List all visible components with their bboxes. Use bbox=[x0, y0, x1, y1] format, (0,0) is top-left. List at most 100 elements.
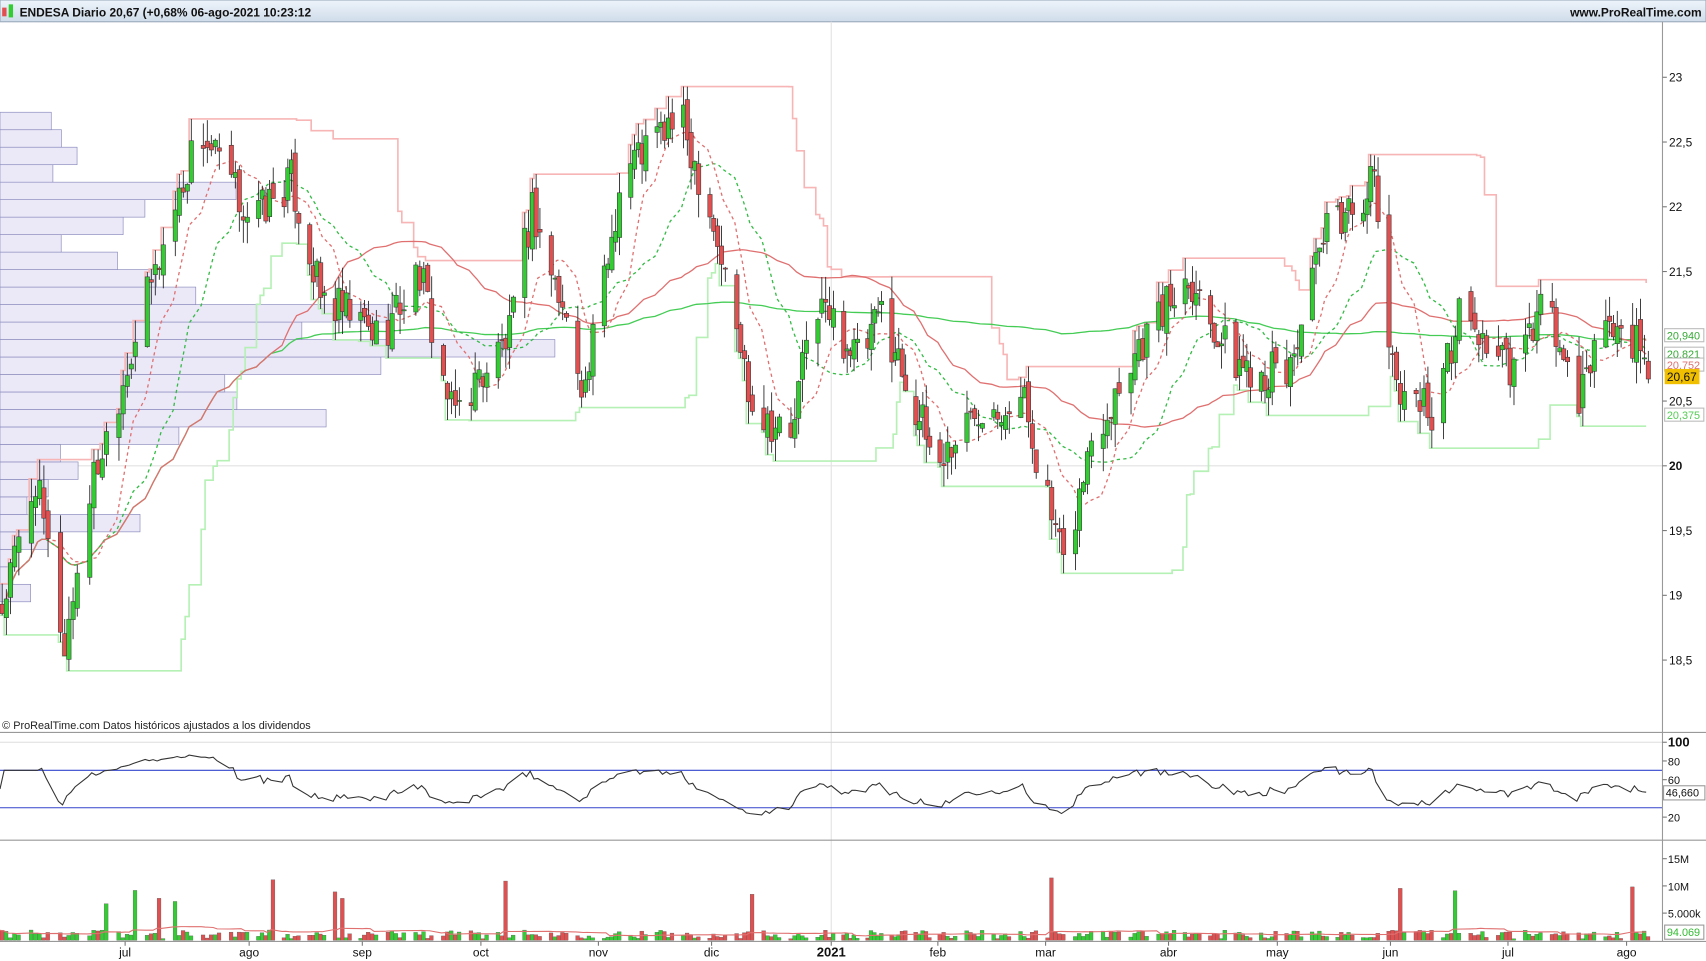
candle-body bbox=[1309, 267, 1315, 321]
volume-bar bbox=[1168, 934, 1173, 941]
candle-body bbox=[1208, 295, 1214, 325]
candle-down bbox=[1061, 514, 1067, 574]
volume-bar bbox=[1259, 932, 1264, 941]
candle-down bbox=[58, 515, 64, 643]
volume-bar bbox=[476, 932, 481, 941]
volume-bar bbox=[484, 934, 489, 941]
volume-average-line bbox=[0, 926, 1647, 937]
volume-profile-bar bbox=[0, 374, 226, 393]
volume-bar bbox=[823, 930, 828, 941]
volume-bar bbox=[1449, 933, 1454, 941]
candle-body bbox=[172, 209, 178, 242]
volume-bar bbox=[148, 933, 154, 941]
candle-body bbox=[1073, 529, 1078, 555]
candle-up bbox=[601, 254, 607, 338]
volume-bar bbox=[1386, 931, 1391, 941]
candle-body bbox=[995, 411, 1001, 420]
candle-body bbox=[1233, 321, 1239, 379]
rsi-panel[interactable] bbox=[0, 741, 1663, 816]
volume-bar bbox=[1132, 933, 1137, 941]
candle-up bbox=[1077, 478, 1082, 548]
rsi-tick-label: 60 bbox=[1668, 775, 1680, 787]
candle-body bbox=[128, 363, 134, 370]
volume-bar bbox=[841, 934, 846, 941]
volume-bar bbox=[180, 930, 186, 941]
candle-up bbox=[643, 119, 649, 182]
y-tick-label: 20,5 bbox=[1669, 394, 1693, 408]
candle-down bbox=[927, 427, 933, 455]
volume-bar bbox=[1186, 936, 1191, 941]
volume-tick-label: 15M bbox=[1668, 854, 1689, 866]
candle-body bbox=[548, 235, 554, 276]
volume-bar bbox=[1215, 933, 1220, 941]
candle-down bbox=[1484, 329, 1490, 359]
volume-profile-bar bbox=[0, 199, 146, 218]
volume-bar bbox=[903, 930, 908, 941]
candle-body bbox=[1614, 326, 1620, 345]
candle-down bbox=[749, 385, 755, 416]
volume-bar bbox=[1288, 934, 1293, 941]
candle-down bbox=[537, 207, 543, 248]
volume-profile-bar bbox=[0, 583, 31, 603]
candle-body bbox=[851, 339, 857, 360]
volume-bar bbox=[827, 936, 832, 941]
volume-profile-bar bbox=[0, 286, 197, 305]
volume-bar bbox=[1645, 936, 1651, 941]
candle-down bbox=[216, 133, 222, 170]
candle-body bbox=[1269, 351, 1275, 393]
volume-bar bbox=[1197, 932, 1202, 941]
x-tick-label: 2021 bbox=[817, 945, 846, 960]
candle-body bbox=[773, 427, 778, 440]
candle-down bbox=[1029, 410, 1035, 464]
y-tick-label: 19 bbox=[1669, 589, 1683, 603]
price-panel[interactable] bbox=[0, 21, 1663, 942]
candle-down bbox=[899, 343, 905, 378]
candle-body bbox=[1266, 389, 1272, 399]
candle-down bbox=[1273, 341, 1279, 369]
candle-body bbox=[1104, 419, 1110, 437]
candles-logo-icon bbox=[2, 4, 14, 18]
candle-down bbox=[923, 385, 929, 463]
candle-body bbox=[103, 431, 109, 455]
candle-body bbox=[1368, 166, 1374, 203]
candle-body bbox=[176, 187, 182, 216]
volume-bar bbox=[160, 938, 166, 941]
volume-profile-bar bbox=[0, 164, 54, 183]
candle-body bbox=[429, 298, 435, 343]
candle-up bbox=[1614, 310, 1620, 357]
candle-up bbox=[321, 285, 327, 314]
volume-bar bbox=[321, 935, 327, 941]
candle-down bbox=[1375, 157, 1381, 229]
volume-bar bbox=[441, 935, 446, 941]
volume-bar bbox=[212, 934, 218, 941]
volume-bar bbox=[617, 931, 622, 941]
candle-body bbox=[1495, 345, 1501, 357]
volume-bar bbox=[1057, 933, 1062, 941]
candle-body bbox=[560, 301, 566, 308]
volume-bar bbox=[156, 898, 162, 941]
candle-up bbox=[70, 587, 76, 640]
volume-bar bbox=[188, 935, 194, 941]
candle-body bbox=[1324, 213, 1330, 242]
candle-body bbox=[796, 381, 802, 419]
candle-body bbox=[144, 276, 150, 347]
volume-panel[interactable] bbox=[0, 877, 1651, 941]
volume-bar bbox=[347, 933, 352, 941]
volume-bar bbox=[848, 938, 853, 941]
volume-bar bbox=[228, 931, 234, 941]
candle-body bbox=[734, 274, 740, 330]
candle-up bbox=[819, 277, 825, 319]
candle-body bbox=[232, 172, 238, 178]
site-link[interactable]: www.ProRealTime.com bbox=[1569, 5, 1702, 19]
volume-bar bbox=[662, 931, 667, 941]
candle-body bbox=[296, 213, 302, 224]
candle-up bbox=[484, 362, 490, 403]
chart-title: ENDESA Diario 20,67 (+0,68% 06-ago-2021 … bbox=[20, 5, 312, 19]
indicator-value: 20,752 bbox=[1667, 360, 1700, 372]
volume-bar bbox=[1413, 931, 1418, 941]
candle-down bbox=[1553, 298, 1559, 367]
candle-body bbox=[373, 320, 379, 345]
candle-up bbox=[188, 118, 194, 185]
candle-down bbox=[1495, 325, 1501, 361]
